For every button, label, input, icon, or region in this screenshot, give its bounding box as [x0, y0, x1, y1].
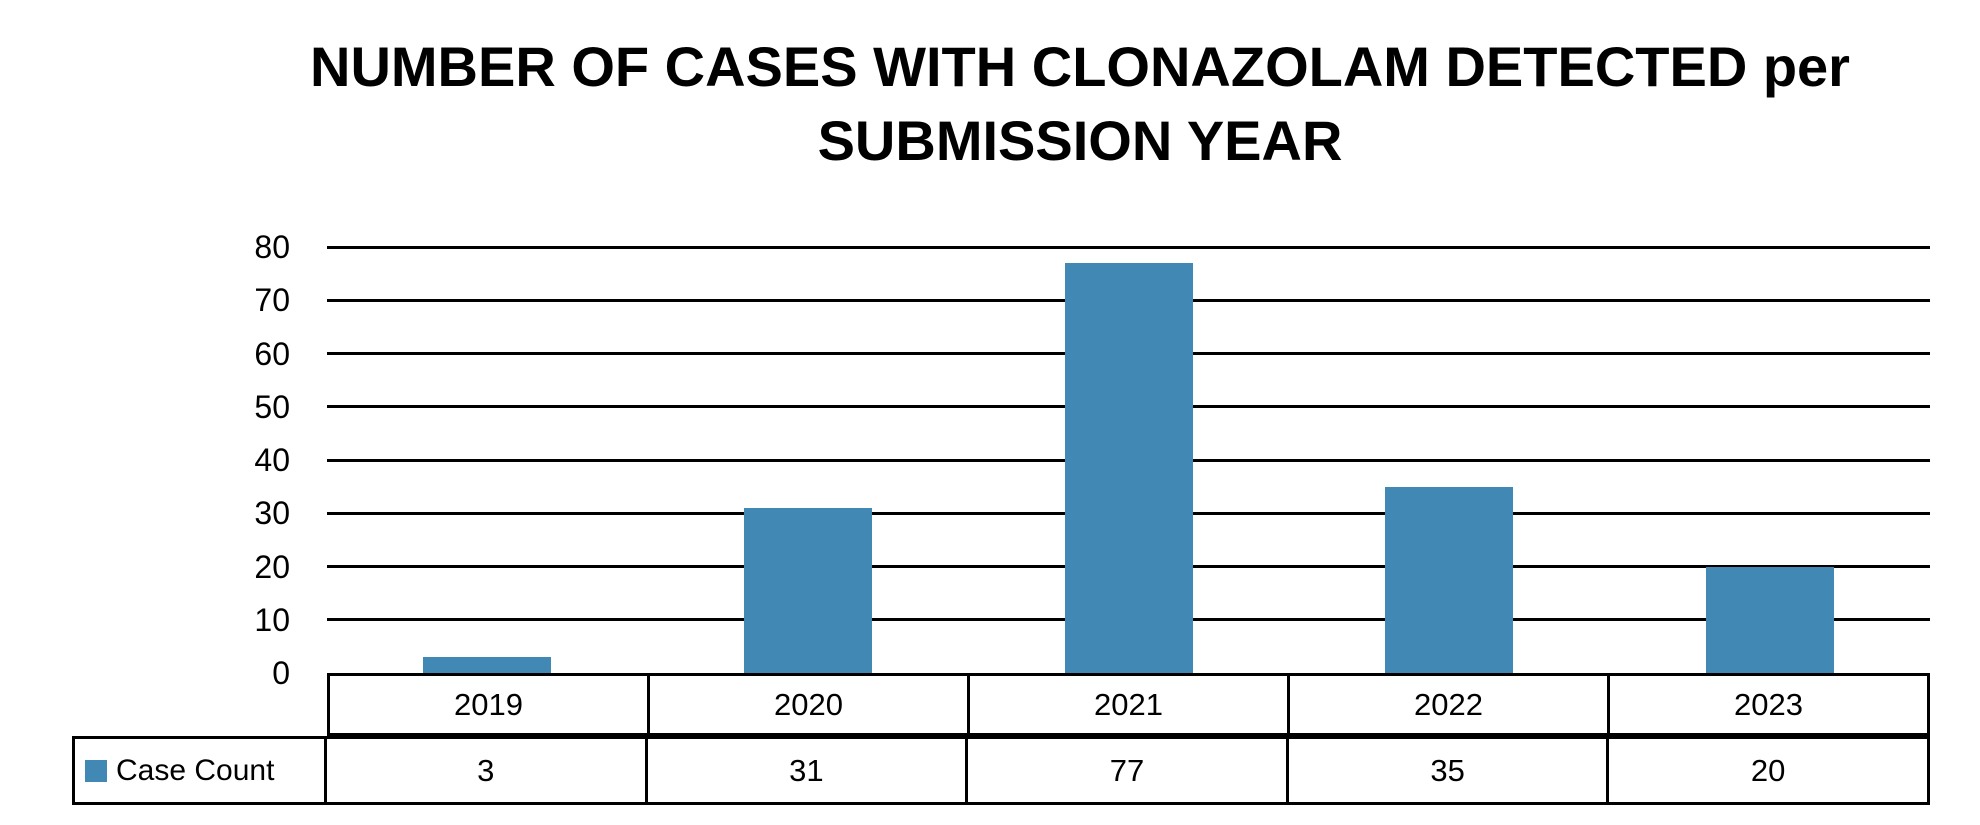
bar-2021: [1064, 262, 1193, 673]
gridline-y-80: [327, 245, 1930, 249]
bar-2019: [423, 657, 552, 673]
value-cell-2022: 35: [1285, 739, 1607, 802]
year-header-cell-2021: 2021: [967, 676, 1287, 733]
chart-title: NUMBER OF CASES WITH CLONAZOLAM DETECTED…: [180, 30, 1980, 178]
value-cell-2020: 31: [644, 739, 966, 802]
y-axis-tick-label-10: 10: [254, 601, 290, 638]
y-axis-tick-label-80: 80: [254, 229, 290, 265]
category-header-row: 2019 2020 2021 2022 2023: [327, 673, 1930, 736]
plot-area: [327, 245, 1930, 673]
y-axis-tick-label-0: 0: [272, 655, 290, 691]
y-axis-tick-label-40: 40: [254, 442, 290, 478]
y-axis-tick-label-50: 50: [254, 388, 290, 425]
y-axis: 80 70 60 50 40 30 20 10 0: [160, 229, 290, 691]
year-header-cell-2019: 2019: [330, 676, 647, 733]
year-header-cell-2022: 2022: [1287, 676, 1607, 733]
year-header-cell-2023: 2023: [1607, 676, 1927, 733]
value-cell-2019: 3: [327, 739, 645, 802]
y-axis-tick-label-20: 20: [254, 548, 290, 585]
chart-title-line-1: NUMBER OF CASES WITH CLONAZOLAM DETECTED…: [310, 35, 1850, 98]
legend-label: Case Count: [116, 753, 275, 787]
series-value-cells: 3 31 77 35 20: [327, 739, 1927, 802]
year-header-cell-2020: 2020: [647, 676, 967, 733]
value-cell-2023: 20: [1606, 739, 1927, 802]
value-row: Case Count 3 31 77 35 20: [72, 736, 1930, 805]
bar-2020: [743, 507, 872, 673]
value-cell-2021: 77: [965, 739, 1286, 802]
y-axis-tick-label-70: 70: [254, 282, 290, 319]
data-table: 2019 2020 2021 2022 2023 Case Count 3 31 77 35 2…: [72, 673, 1930, 805]
legend-key-swatch: [85, 759, 107, 782]
chart-title-line-2: SUBMISSION YEAR: [817, 109, 1343, 172]
bar-2022: [1385, 486, 1514, 673]
y-axis-tick-label-60: 60: [254, 335, 290, 372]
legend-cell: Case Count: [75, 739, 327, 802]
bar-2023: [1705, 566, 1834, 673]
y-axis-tick-label-30: 30: [254, 495, 290, 532]
